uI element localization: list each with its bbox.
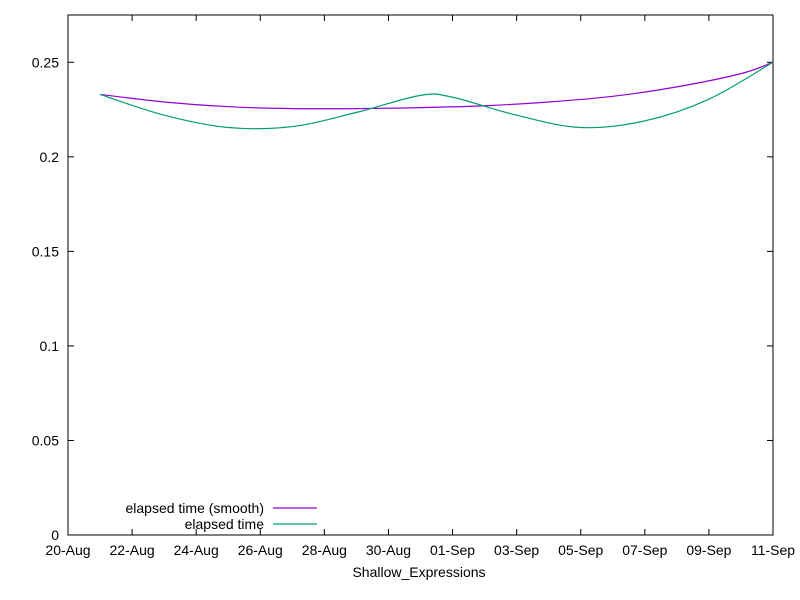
x-tick-label: 22-Aug — [110, 542, 155, 558]
x-tick-label: 11-Sep — [751, 542, 795, 558]
legend: elapsed time (smooth)elapsed time — [125, 500, 317, 532]
legend-label-1: elapsed time — [185, 516, 265, 532]
series-lines — [99, 61, 774, 130]
x-tick-label: 28-Aug — [302, 542, 347, 558]
series-line-0 — [99, 61, 774, 110]
plot-frame — [67, 14, 774, 536]
x-tick-label: 09-Sep — [686, 542, 731, 558]
x-axis-label: Shallow_Expressions — [352, 564, 485, 580]
legend-label-0: elapsed time (smooth) — [125, 500, 264, 516]
x-tick-label: 24-Aug — [174, 542, 219, 558]
x-tick-label: 26-Aug — [238, 542, 283, 558]
x-tick-label: 03-Sep — [494, 542, 539, 558]
y-tick-label: 0.2 — [40, 149, 60, 165]
x-tick-label: 05-Sep — [558, 542, 603, 558]
y-tick-label: 0.15 — [32, 243, 59, 259]
y-tick-label: 0 — [51, 527, 59, 543]
y-tick-label: 0.25 — [32, 54, 59, 70]
y-axis: 0 0.05 0.1 0.15 0.2 0.25 — [32, 54, 773, 543]
x-tick-label: 01-Sep — [430, 542, 475, 558]
x-tick-label: 30-Aug — [366, 542, 411, 558]
x-tick-label: 20-Aug — [45, 542, 90, 558]
series-line-1 — [99, 61, 774, 130]
x-axis: 20-Aug 22-Aug 24-Aug 26-Aug 28-Aug 30-Aug 01-S… — [45, 15, 795, 558]
y-tick-label: 0.1 — [40, 338, 60, 354]
x-tick-label: 07-Sep — [622, 542, 667, 558]
y-tick-label: 0.05 — [32, 432, 59, 448]
